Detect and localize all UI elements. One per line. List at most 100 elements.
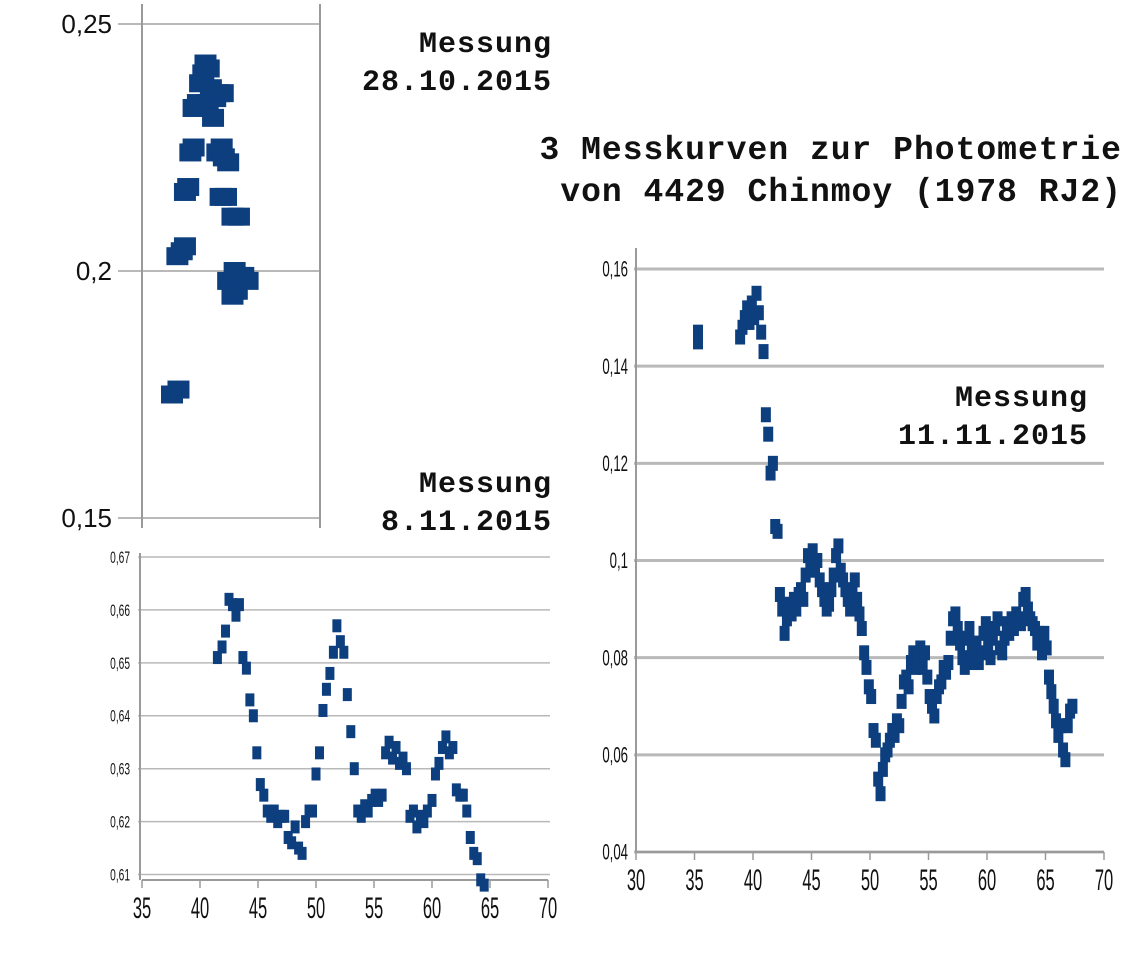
data-point: [753, 305, 764, 321]
x-tick-label: 45: [802, 864, 820, 897]
data-point: [959, 659, 970, 675]
data-point: [401, 762, 411, 776]
data-point: [202, 108, 225, 127]
data-point: [311, 767, 321, 781]
data-point: [1055, 718, 1066, 734]
y-tick-label: 0,63: [110, 759, 130, 778]
data-point: [852, 591, 863, 607]
data-point: [987, 630, 998, 646]
x-tick-label: 45: [249, 892, 267, 925]
data-point: [398, 751, 408, 765]
data-point: [985, 650, 996, 666]
data-point: [363, 804, 373, 818]
data-point: [412, 820, 422, 834]
x-tick-label: 65: [1036, 864, 1054, 897]
data-point: [760, 407, 771, 423]
y-tick-label: 0,12: [602, 452, 628, 476]
data-point: [422, 804, 432, 818]
data-point: [173, 237, 196, 256]
data-point: [866, 689, 877, 705]
data-point: [854, 606, 865, 622]
data-point: [328, 645, 338, 659]
y-tick-label: 0,64: [110, 706, 130, 725]
data-point: [381, 746, 391, 760]
data-point: [943, 655, 954, 671]
data-point: [238, 651, 248, 665]
data-point: [735, 329, 746, 345]
x-tick-label: 30: [627, 864, 645, 897]
data-point: [248, 709, 258, 723]
data-point: [777, 601, 788, 617]
x-tick-label: 40: [191, 892, 209, 925]
x-tick-label: 60: [423, 892, 441, 925]
data-point: [964, 621, 975, 637]
chart1-label-line1: Messung: [418, 28, 552, 62]
data-point: [882, 742, 893, 758]
data-point: [1062, 718, 1073, 734]
data-point: [1015, 616, 1026, 632]
data-point: [217, 640, 227, 654]
chart1-label: Messung 28.10.2015: [362, 26, 552, 102]
x-tick-label: 60: [978, 864, 996, 897]
data-point: [197, 59, 220, 78]
data-point: [812, 553, 823, 568]
figure-title-line2: von 4429 Chinmoy (1978 RJ2): [560, 174, 1122, 211]
data-point: [388, 751, 398, 765]
data-point: [231, 608, 241, 622]
data-point: [227, 598, 237, 612]
data-point: [971, 635, 982, 651]
data-point: [756, 324, 767, 340]
y-tick-label: 0,15: [61, 503, 112, 533]
data-point: [936, 674, 947, 690]
data-point: [924, 689, 935, 705]
x-tick-label: 50: [307, 892, 325, 925]
data-point: [737, 319, 748, 335]
chart1-label-line2: 28.10.2015: [361, 66, 552, 100]
x-tick-label: 50: [861, 864, 879, 897]
data-point: [795, 582, 806, 598]
x-tick-label: 35: [685, 864, 703, 897]
data-point: [314, 746, 324, 760]
y-tick-label: 0,62: [110, 812, 130, 831]
data-point: [845, 601, 856, 617]
data-point: [335, 635, 345, 649]
data-point: [875, 786, 886, 802]
chart-28-10-2015: 0,15 0,2 0,25: [61, 4, 321, 533]
data-point: [962, 630, 973, 646]
data-point: [973, 655, 984, 671]
chart-8-11-2015: 0,61 0,62 0,63 0,64 0,65 0,66 0,67 35 40 45 50 55 60…: [110, 547, 557, 925]
data-point: [217, 153, 240, 172]
data-point: [859, 645, 870, 661]
y-tick-label: 0,1: [610, 549, 628, 573]
data-point: [810, 562, 821, 578]
x-tick-label: 40: [744, 864, 762, 897]
data-point: [774, 587, 785, 603]
data-point: [889, 727, 900, 743]
chart3-label-line2: 11.11.2015: [897, 420, 1088, 454]
data-point: [693, 324, 704, 340]
data-point: [255, 778, 265, 792]
data-point: [931, 689, 942, 705]
data-point: [693, 334, 704, 350]
y-tick-label: 0,66: [110, 600, 130, 619]
data-point: [462, 804, 472, 818]
data-point: [377, 788, 387, 802]
data-point: [234, 598, 244, 612]
y-tick-label: 0,65: [110, 653, 130, 672]
data-point: [430, 767, 440, 781]
data-point: [992, 611, 1003, 627]
data-point: [751, 285, 762, 301]
data-point: [955, 635, 966, 651]
data-point: [1046, 684, 1057, 700]
data-point: [252, 746, 262, 760]
data-point: [868, 723, 879, 739]
data-point: [763, 426, 774, 442]
data-point: [356, 809, 366, 823]
x-tick-label: 70: [1095, 864, 1113, 897]
y-tick-label: 0,04: [602, 840, 628, 864]
data-point: [896, 693, 907, 709]
data-point: [758, 344, 769, 360]
data-point: [1020, 587, 1031, 603]
data-point: [838, 572, 849, 588]
data-point: [828, 567, 839, 583]
